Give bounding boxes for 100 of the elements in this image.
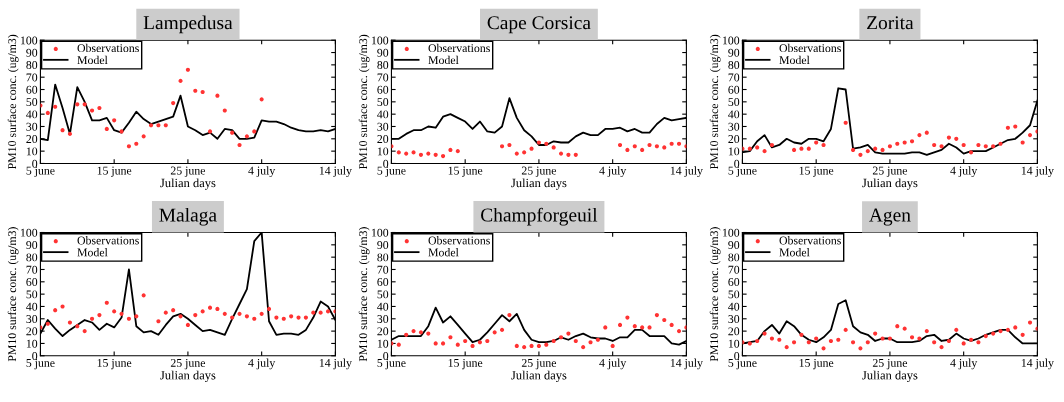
point <box>163 310 168 315</box>
x-tick-label: 25 june <box>872 166 908 177</box>
point <box>558 335 564 340</box>
point <box>640 325 645 330</box>
point <box>507 142 512 148</box>
y-tick-label: 90 <box>728 48 740 57</box>
y-tick-label: 70 <box>377 265 389 274</box>
point <box>45 321 50 326</box>
point <box>97 313 102 318</box>
x-axis-title: Julian days <box>160 178 216 190</box>
point <box>470 343 475 348</box>
point <box>1005 327 1010 332</box>
y-tick-label: 0 <box>734 352 740 360</box>
point <box>433 152 438 157</box>
legend-label: Observations <box>428 236 490 245</box>
point <box>126 144 131 149</box>
chart-title: Malaga <box>159 207 217 226</box>
point <box>67 320 73 325</box>
y-tick-label: 60 <box>728 278 740 287</box>
point <box>676 141 682 146</box>
y-tick-label: 20 <box>26 135 38 144</box>
point <box>791 340 797 345</box>
point <box>961 142 966 148</box>
point <box>595 337 600 342</box>
point <box>573 152 578 157</box>
point <box>954 136 959 141</box>
y-tick-label: 10 <box>377 147 389 156</box>
point <box>75 324 80 329</box>
y-tick-label: 90 <box>377 48 389 57</box>
point <box>244 314 249 319</box>
point <box>983 144 988 149</box>
y-tick-label: 0 <box>383 352 389 360</box>
point <box>998 141 1003 146</box>
point <box>499 144 505 149</box>
y-tick-label: 30 <box>377 122 389 131</box>
point <box>296 315 301 320</box>
x-tick-label: 14 july <box>670 358 703 370</box>
point <box>252 316 257 321</box>
point <box>946 135 951 140</box>
x-axis-title: Julian days <box>862 370 918 383</box>
point <box>932 142 937 148</box>
point <box>669 141 674 146</box>
point <box>806 146 811 151</box>
point <box>536 343 541 348</box>
x-tick-label: 25 june <box>521 166 557 177</box>
point <box>755 145 760 150</box>
x-tick-label: 15 june <box>97 166 132 177</box>
legend-label: Observations <box>77 236 139 245</box>
chart-title: Champforgeuil <box>481 207 598 226</box>
point <box>932 340 937 345</box>
x-tick-label: 14 july <box>1021 358 1054 370</box>
y-tick-label: 80 <box>377 253 389 262</box>
point <box>185 322 190 328</box>
point <box>865 340 870 345</box>
legend-label: Observations <box>779 236 841 245</box>
point <box>185 67 190 72</box>
point <box>968 337 974 342</box>
x-tick-label: 4 july <box>950 358 978 370</box>
point <box>1013 325 1018 330</box>
point <box>603 325 608 330</box>
y-tick-label: 0 <box>32 159 38 168</box>
point <box>455 342 460 347</box>
point <box>67 131 73 136</box>
point <box>983 333 988 339</box>
point <box>215 93 220 98</box>
y-tick-label: 80 <box>26 61 38 70</box>
y-tick-label: 10 <box>26 339 38 348</box>
x-axis-title: Julian days <box>511 370 567 383</box>
x-axis-title: Julian days <box>511 178 567 190</box>
point <box>662 317 667 323</box>
point <box>647 142 652 148</box>
x-tick-label: 25 june <box>872 358 908 370</box>
point <box>895 324 900 329</box>
point <box>924 130 929 135</box>
y-tick-label: 20 <box>377 135 389 144</box>
point <box>588 340 593 345</box>
y-tick-label: 80 <box>26 253 38 262</box>
legend-label: Model <box>428 248 459 257</box>
x-tick-label: 4 july <box>248 166 276 177</box>
y-axis-title: PM10 surface conc. (ug/m3) <box>709 227 721 362</box>
point <box>632 144 637 149</box>
point <box>843 327 848 332</box>
y-tick-label: 70 <box>377 73 389 82</box>
point <box>485 338 490 344</box>
y-axis-title: PM10 surface conc. (ug/m3) <box>358 227 370 362</box>
point <box>551 338 556 344</box>
point <box>178 78 183 83</box>
point <box>82 102 87 107</box>
point <box>193 88 198 93</box>
point <box>821 142 826 148</box>
x-tick-label: 25 june <box>521 358 557 370</box>
point <box>669 322 674 328</box>
point <box>440 153 446 159</box>
point <box>654 144 659 149</box>
point <box>303 315 308 320</box>
point <box>632 324 637 329</box>
y-tick-label: 10 <box>728 339 740 348</box>
x-tick-label: 4 july <box>599 166 627 177</box>
point <box>200 309 205 314</box>
y-tick-label: 40 <box>377 110 389 119</box>
